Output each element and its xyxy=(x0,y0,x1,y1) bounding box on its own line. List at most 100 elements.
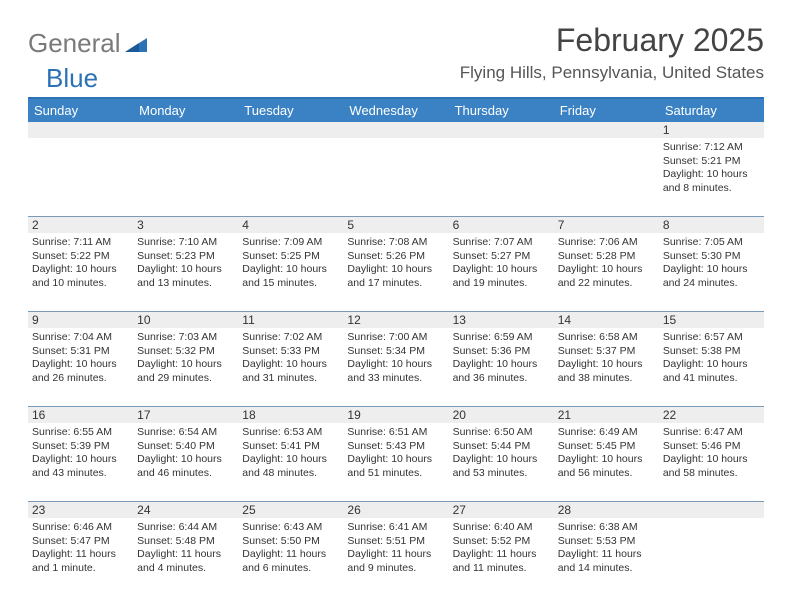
title-block: February 2025 Flying Hills, Pennsylvania… xyxy=(460,22,764,83)
daylight-line: Daylight: 10 hours and 22 minutes. xyxy=(558,263,655,290)
sunrise-line: Sunrise: 7:10 AM xyxy=(137,236,234,250)
sunset-line: Sunset: 5:28 PM xyxy=(558,250,655,264)
sunrise-line: Sunrise: 7:00 AM xyxy=(347,331,444,345)
day-number: 11 xyxy=(238,312,343,328)
day-cell xyxy=(133,138,238,216)
sunset-line: Sunset: 5:50 PM xyxy=(242,535,339,549)
day-number: 9 xyxy=(28,312,133,328)
daylight-line: Daylight: 10 hours and 17 minutes. xyxy=(347,263,444,290)
week-row: Sunrise: 7:04 AMSunset: 5:31 PMDaylight:… xyxy=(28,328,764,407)
day-cell: Sunrise: 7:05 AMSunset: 5:30 PMDaylight:… xyxy=(659,233,764,311)
daylight-line: Daylight: 10 hours and 51 minutes. xyxy=(347,453,444,480)
sunrise-line: Sunrise: 7:05 AM xyxy=(663,236,760,250)
day-cell: Sunrise: 6:40 AMSunset: 5:52 PMDaylight:… xyxy=(449,518,554,596)
sunrise-line: Sunrise: 6:49 AM xyxy=(558,426,655,440)
sunrise-line: Sunrise: 6:50 AM xyxy=(453,426,550,440)
day-number: 17 xyxy=(133,407,238,423)
day-cell: Sunrise: 7:11 AMSunset: 5:22 PMDaylight:… xyxy=(28,233,133,311)
sunrise-line: Sunrise: 6:57 AM xyxy=(663,331,760,345)
sunrise-line: Sunrise: 7:07 AM xyxy=(453,236,550,250)
daylight-line: Daylight: 10 hours and 53 minutes. xyxy=(453,453,550,480)
sunrise-line: Sunrise: 6:51 AM xyxy=(347,426,444,440)
day-number: 12 xyxy=(343,312,448,328)
sunset-line: Sunset: 5:21 PM xyxy=(663,155,760,169)
daylight-line: Daylight: 10 hours and 46 minutes. xyxy=(137,453,234,480)
daylight-line: Daylight: 10 hours and 15 minutes. xyxy=(242,263,339,290)
location-subtitle: Flying Hills, Pennsylvania, United State… xyxy=(460,63,764,83)
day-cell: Sunrise: 6:50 AMSunset: 5:44 PMDaylight:… xyxy=(449,423,554,501)
day-number xyxy=(133,122,238,138)
daylight-line: Daylight: 11 hours and 9 minutes. xyxy=(347,548,444,575)
sunrise-line: Sunrise: 6:55 AM xyxy=(32,426,129,440)
day-cell: Sunrise: 6:41 AMSunset: 5:51 PMDaylight:… xyxy=(343,518,448,596)
sunset-line: Sunset: 5:32 PM xyxy=(137,345,234,359)
sunset-line: Sunset: 5:39 PM xyxy=(32,440,129,454)
day-number xyxy=(554,122,659,138)
day-cell xyxy=(28,138,133,216)
day-number: 5 xyxy=(343,217,448,233)
logo: General xyxy=(28,28,149,59)
day-number: 16 xyxy=(28,407,133,423)
daylight-line: Daylight: 10 hours and 58 minutes. xyxy=(663,453,760,480)
sunset-line: Sunset: 5:53 PM xyxy=(558,535,655,549)
day-number xyxy=(659,502,764,518)
daylight-line: Daylight: 10 hours and 19 minutes. xyxy=(453,263,550,290)
daylight-line: Daylight: 10 hours and 8 minutes. xyxy=(663,168,760,195)
week-row: Sunrise: 7:11 AMSunset: 5:22 PMDaylight:… xyxy=(28,233,764,312)
daylight-line: Daylight: 10 hours and 38 minutes. xyxy=(558,358,655,385)
sunrise-line: Sunrise: 7:09 AM xyxy=(242,236,339,250)
day-number xyxy=(28,122,133,138)
day-cell: Sunrise: 6:58 AMSunset: 5:37 PMDaylight:… xyxy=(554,328,659,406)
day-number xyxy=(449,122,554,138)
day-cell: Sunrise: 6:57 AMSunset: 5:38 PMDaylight:… xyxy=(659,328,764,406)
day-cell: Sunrise: 7:04 AMSunset: 5:31 PMDaylight:… xyxy=(28,328,133,406)
sunset-line: Sunset: 5:37 PM xyxy=(558,345,655,359)
sunrise-line: Sunrise: 7:08 AM xyxy=(347,236,444,250)
day-number: 8 xyxy=(659,217,764,233)
day-number xyxy=(343,122,448,138)
day-cell: Sunrise: 7:10 AMSunset: 5:23 PMDaylight:… xyxy=(133,233,238,311)
day-number: 25 xyxy=(238,502,343,518)
daylight-line: Daylight: 10 hours and 31 minutes. xyxy=(242,358,339,385)
day-number: 21 xyxy=(554,407,659,423)
day-cell xyxy=(449,138,554,216)
sunrise-line: Sunrise: 6:40 AM xyxy=(453,521,550,535)
day-number: 24 xyxy=(133,502,238,518)
daylight-line: Daylight: 10 hours and 13 minutes. xyxy=(137,263,234,290)
daylight-line: Daylight: 10 hours and 29 minutes. xyxy=(137,358,234,385)
daylight-line: Daylight: 10 hours and 43 minutes. xyxy=(32,453,129,480)
daylight-line: Daylight: 10 hours and 41 minutes. xyxy=(663,358,760,385)
sunset-line: Sunset: 5:44 PM xyxy=(453,440,550,454)
day-cell: Sunrise: 6:38 AMSunset: 5:53 PMDaylight:… xyxy=(554,518,659,596)
week-row: Sunrise: 7:12 AMSunset: 5:21 PMDaylight:… xyxy=(28,138,764,217)
sunset-line: Sunset: 5:31 PM xyxy=(32,345,129,359)
weeks-container: 1Sunrise: 7:12 AMSunset: 5:21 PMDaylight… xyxy=(28,122,764,596)
sunrise-line: Sunrise: 7:03 AM xyxy=(137,331,234,345)
day-cell: Sunrise: 7:06 AMSunset: 5:28 PMDaylight:… xyxy=(554,233,659,311)
day-number: 22 xyxy=(659,407,764,423)
logo-text-blue: Blue xyxy=(28,63,98,93)
day-number: 7 xyxy=(554,217,659,233)
day-number: 15 xyxy=(659,312,764,328)
day-number: 13 xyxy=(449,312,554,328)
day-number: 4 xyxy=(238,217,343,233)
weekday-tuesday: Tuesday xyxy=(238,99,343,122)
week-row: Sunrise: 6:55 AMSunset: 5:39 PMDaylight:… xyxy=(28,423,764,502)
sunset-line: Sunset: 5:41 PM xyxy=(242,440,339,454)
sunset-line: Sunset: 5:36 PM xyxy=(453,345,550,359)
day-cell: Sunrise: 6:44 AMSunset: 5:48 PMDaylight:… xyxy=(133,518,238,596)
sunrise-line: Sunrise: 7:11 AM xyxy=(32,236,129,250)
sunrise-line: Sunrise: 7:06 AM xyxy=(558,236,655,250)
daylight-line: Daylight: 10 hours and 56 minutes. xyxy=(558,453,655,480)
day-cell xyxy=(238,138,343,216)
day-number: 10 xyxy=(133,312,238,328)
day-cell: Sunrise: 6:59 AMSunset: 5:36 PMDaylight:… xyxy=(449,328,554,406)
day-cell xyxy=(343,138,448,216)
day-cell: Sunrise: 7:03 AMSunset: 5:32 PMDaylight:… xyxy=(133,328,238,406)
day-cell: Sunrise: 6:54 AMSunset: 5:40 PMDaylight:… xyxy=(133,423,238,501)
sunrise-line: Sunrise: 7:12 AM xyxy=(663,141,760,155)
daylight-line: Daylight: 10 hours and 24 minutes. xyxy=(663,263,760,290)
daylight-line: Daylight: 10 hours and 26 minutes. xyxy=(32,358,129,385)
sunset-line: Sunset: 5:47 PM xyxy=(32,535,129,549)
daylight-line: Daylight: 11 hours and 1 minute. xyxy=(32,548,129,575)
